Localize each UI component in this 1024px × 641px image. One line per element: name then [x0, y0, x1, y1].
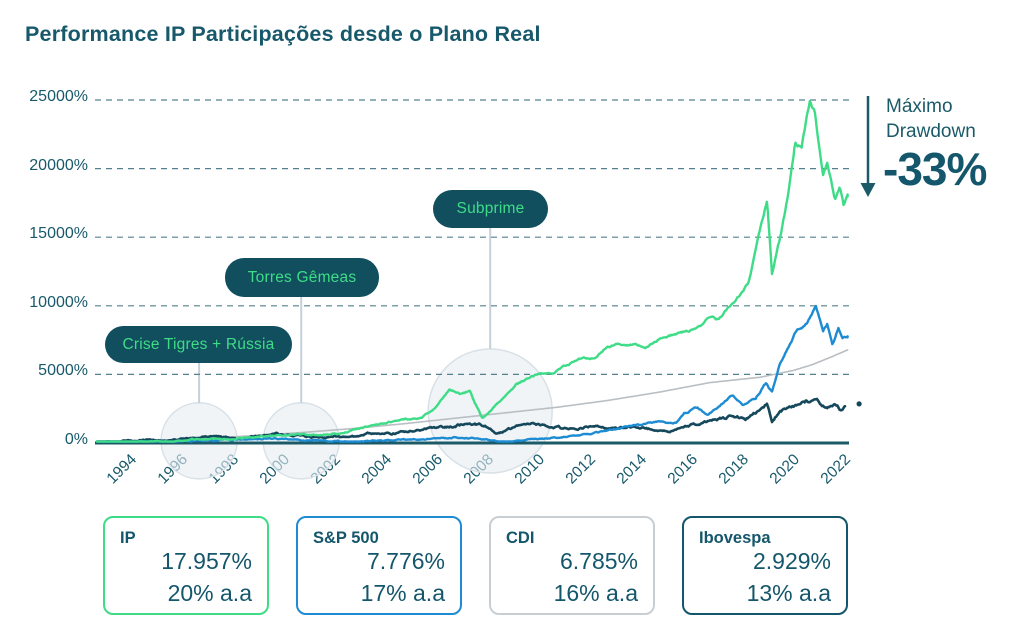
annual-return: 13% a.a: [746, 580, 831, 606]
series-name: CDI: [506, 529, 535, 547]
series-name: IP: [120, 529, 136, 547]
annotation-torres-gemeas: Torres Gêmeas: [225, 258, 379, 297]
total-return: 2.929%: [752, 548, 831, 574]
total-return: 6.785%: [559, 548, 638, 574]
chart-title: Performance IP Participações desde o Pla…: [25, 22, 541, 46]
annotation-label: Torres Gêmeas: [247, 268, 357, 286]
series-end-dot: [856, 401, 862, 407]
y-axis-tick-label: 5000%: [38, 362, 88, 380]
legend-box-cdi: CDI 6.785% 16% a.a: [489, 516, 655, 615]
legend-box-ip: IP 17.957% 20% a.a: [103, 516, 269, 615]
y-axis-tick-label: 25000%: [29, 88, 88, 105]
max-drawdown-label: Máximo Drawdown: [886, 96, 976, 143]
series-line-ip: [95, 100, 849, 443]
total-return: 17.957%: [161, 548, 252, 574]
series-name: Ibovespa: [699, 529, 771, 547]
annotation-label: Subprime: [456, 200, 525, 217]
annotation-label: Crise Tigres + Rússia: [122, 335, 275, 353]
legend-box-ibovespa: Ibovespa 2.929% 13% a.a: [682, 516, 848, 615]
series-name: S&P 500: [313, 529, 379, 547]
annual-return: 20% a.a: [167, 580, 252, 606]
y-axis-tick-label: 10000%: [29, 293, 88, 311]
legend-box-sp500: S&P 500 7.776% 17% a.a: [296, 516, 462, 615]
y-axis-tick-label: 0%: [64, 431, 88, 448]
y-axis-tick-label: 15000%: [29, 225, 88, 243]
legend: IP 17.957% 20% a.a S&P 500 7.776% 17% a.…: [103, 516, 848, 615]
annotation-subprime: Subprime: [433, 190, 548, 228]
down-arrow-icon: [860, 183, 876, 197]
total-return: 7.776%: [366, 548, 445, 574]
annual-return: 16% a.a: [553, 580, 638, 606]
max-drawdown-value: -33%: [883, 143, 987, 195]
series-line-ibovespa: [95, 397, 847, 443]
annotation-crise-tigres-russia: Crise Tigres + Rússia: [105, 326, 292, 363]
performance-line-chart: [95, 96, 876, 480]
y-axis-tick-label: 20000%: [29, 156, 88, 174]
annual-return: 17% a.a: [360, 580, 445, 606]
